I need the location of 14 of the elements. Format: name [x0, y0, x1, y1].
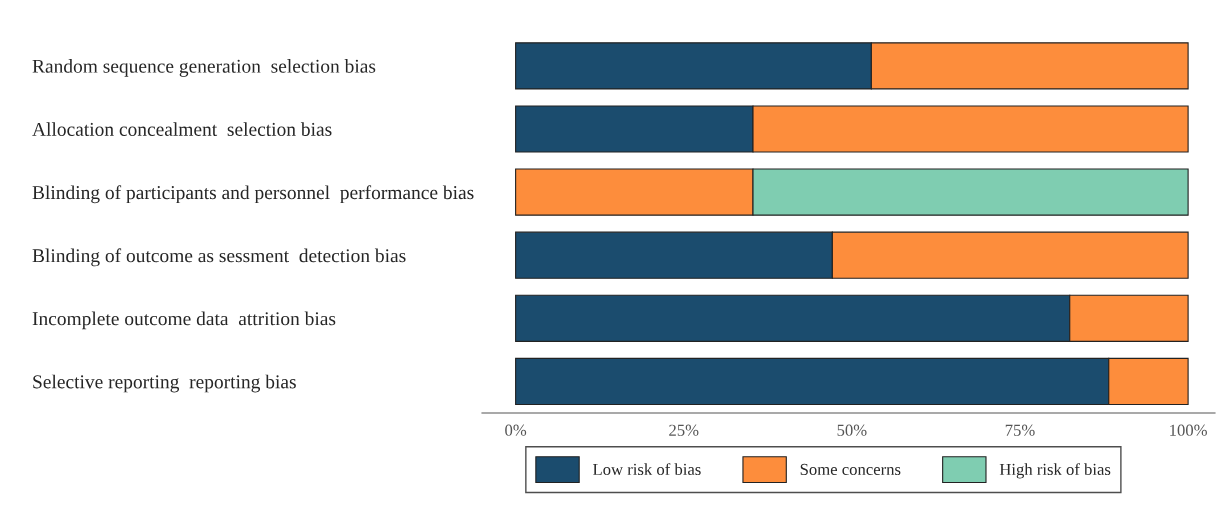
x-tick-label: 100%: [1170, 424, 1207, 436]
legend-label: Some concerns: [800, 463, 901, 476]
legend-label: High risk of bias: [999, 463, 1111, 479]
y-tick-label: Selective reporting reporting bias: [33, 374, 296, 393]
x-tick-label: 50%: [837, 424, 867, 436]
x-tick-label: 25%: [669, 424, 699, 436]
legend-label: Low risk of bias: [592, 463, 701, 476]
y-tick-label: Blinding of outcome as sessment detection bias: [32, 248, 406, 267]
x-tick-label: 75%: [1005, 424, 1035, 436]
y-tick-label: Blinding of participants and personnel performance bias: [32, 185, 474, 204]
y-tick-label: Incomplete outcome data attrition bias: [32, 311, 336, 330]
y-tick-label: Random sequence generation selection bias: [32, 59, 376, 77]
y-tick-label: Allocation concealment selection bias: [32, 122, 332, 136]
x-tick-label: 0%: [505, 424, 527, 436]
